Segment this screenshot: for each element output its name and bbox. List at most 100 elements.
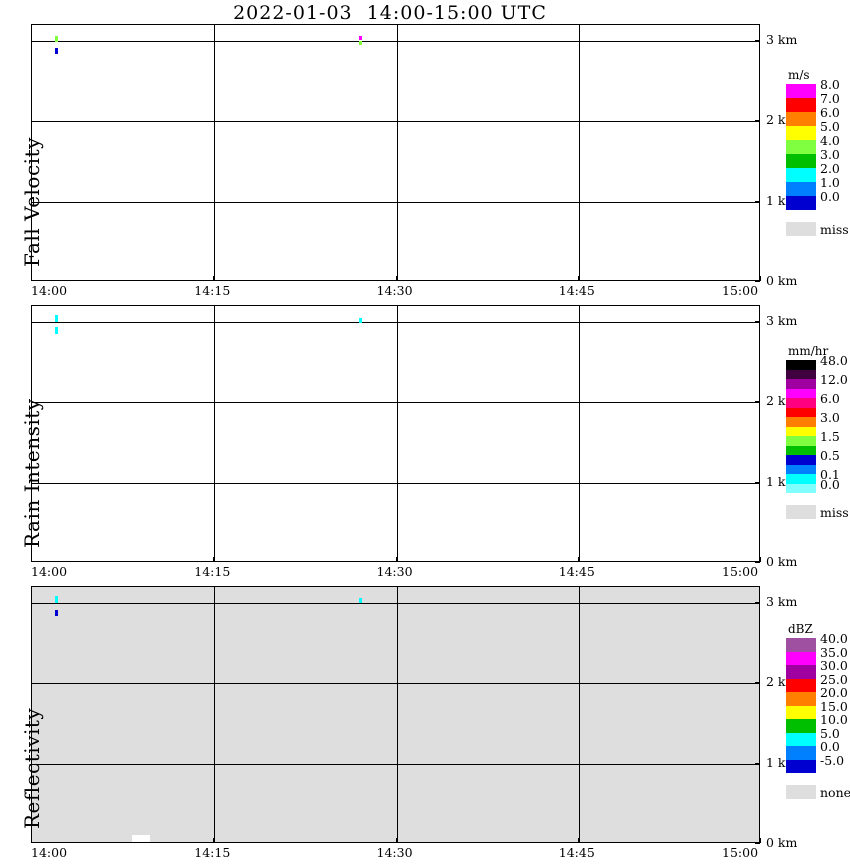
colorbar-tick-label: 0.0	[820, 189, 840, 204]
x-axis-label: 14:30	[376, 283, 413, 298]
colorbar-missing-swatch	[786, 505, 816, 519]
x-axis-label: 14:15	[194, 845, 231, 860]
plot-area[interactable]	[31, 305, 760, 562]
y-axis-label: 3 km	[766, 313, 798, 329]
x-axis-label: 14:30	[376, 564, 413, 579]
data-mark	[54, 36, 58, 43]
gridline-vertical-1415	[214, 306, 216, 561]
colorbar-tick-label: 4.0	[820, 133, 840, 148]
y-axis-label: 3 km	[766, 594, 798, 610]
x-tick	[760, 838, 761, 843]
gridline-horizontal-1km	[32, 763, 759, 765]
colorbar-band	[786, 759, 816, 773]
y-tick	[755, 120, 760, 122]
y-axis-label: 0 km	[766, 554, 798, 569]
y-axis-label: 0 km	[766, 835, 798, 850]
data-mark	[358, 598, 362, 604]
colorbar-band	[786, 417, 816, 427]
colorbar-tick-label: 30.0	[820, 658, 848, 673]
y-tick	[755, 602, 760, 604]
colorbar-tick-label: 35.0	[820, 644, 848, 660]
colorbar-unit-label: mm/hr	[788, 344, 829, 358]
x-axis-label: 14:15	[194, 283, 231, 298]
x-axis-label: 14:15	[194, 564, 231, 579]
x-axis-label: 14:45	[558, 283, 595, 298]
colorbar-band	[786, 398, 816, 408]
colorbar-gradient-strip	[786, 84, 816, 210]
colorbar-tick-label: 0.0	[820, 476, 840, 492]
colorbar-unit-label: dBZ	[788, 622, 813, 636]
gridline-horizontal-2km	[32, 402, 759, 404]
y-axis-label: 3 km	[766, 32, 798, 48]
colorbar-tick-label: 20.0	[820, 685, 848, 700]
plot-area[interactable]	[31, 24, 760, 281]
data-mark	[54, 609, 58, 616]
colorbar-tick-label: 3.0	[820, 147, 840, 162]
colorbar-band	[786, 126, 816, 140]
x-tick	[395, 838, 397, 843]
colorbar-band	[786, 407, 816, 417]
y-axis-label: 0 km	[766, 273, 798, 288]
x-tick	[577, 838, 579, 843]
colorbar-tick-label: 1.5	[820, 429, 840, 444]
colorbar-missing-label: miss	[820, 222, 849, 237]
colorbar-band	[786, 483, 816, 493]
gridline-horizontal-3km	[32, 322, 759, 324]
panel-title: Reflectivity	[20, 707, 44, 829]
colorbar-band	[786, 665, 816, 679]
colorbar-band	[786, 182, 816, 196]
colorbar-tick-label: 12.0	[820, 372, 848, 387]
colorbar-missing-label: none	[820, 785, 850, 800]
colorbar-band	[786, 379, 816, 389]
x-axis-label: 14:30	[376, 845, 413, 860]
colorbar-gradient-strip	[786, 360, 816, 493]
panel-rain-intensity: 3 km 2 km 1 km 0 km 14:00 14:15 14:30 14:45 15:0…	[20, 305, 797, 579]
x-tick	[213, 838, 215, 843]
gridline-horizontal-1km	[32, 201, 759, 203]
gridline-vertical-1415	[214, 587, 216, 842]
colorbar-tick-label: 7.0	[820, 91, 840, 106]
data-mark	[358, 317, 362, 323]
x-tick	[31, 276, 32, 281]
y-tick	[755, 562, 760, 563]
gridline-horizontal-2km	[32, 121, 759, 123]
x-tick	[213, 276, 215, 281]
colorbar-unit-label: m/s	[788, 68, 810, 82]
x-axis-label: 15:00	[722, 845, 759, 860]
y-tick	[755, 762, 760, 764]
x-axis-label: 14:00	[31, 564, 68, 579]
colorbar-band	[786, 464, 816, 474]
colorbar-band	[786, 445, 816, 455]
gridline-horizontal-1km	[32, 482, 759, 484]
data-mark	[132, 834, 151, 842]
panel-title: Fall Velocity	[20, 137, 44, 267]
colorbar-band	[786, 426, 816, 436]
x-tick	[31, 838, 32, 843]
colorbar-missing-label: miss	[820, 505, 849, 520]
colorbar-band	[786, 168, 816, 182]
gridline-horizontal-2km	[32, 683, 759, 685]
colorbar-band	[786, 98, 816, 112]
colorbar-band	[786, 196, 816, 210]
colorbar-band	[786, 112, 816, 126]
y-tick	[755, 682, 760, 684]
plot-area[interactable]	[31, 586, 760, 843]
x-tick	[760, 557, 761, 562]
x-axis-label: 14:45	[558, 845, 595, 860]
gridline-vertical-1445	[578, 25, 580, 280]
data-mark	[54, 315, 58, 323]
colorbar-tick-label: 10.0	[820, 712, 848, 727]
colorbar-band	[786, 455, 816, 465]
panel-title: Rain Intensity	[20, 398, 44, 548]
colorbar-gradient-strip	[786, 638, 816, 773]
gridline-vertical-1430	[396, 25, 398, 280]
colorbar-band	[786, 388, 816, 398]
x-axis-label: 14:00	[31, 283, 68, 298]
x-tick	[395, 276, 397, 281]
colorbar-band	[786, 84, 816, 98]
gridline-horizontal-3km	[32, 41, 759, 43]
data-mark	[54, 596, 58, 604]
colorbar-tick-label: 15.0	[820, 698, 848, 714]
colorbar-tick-label: 25.0	[820, 671, 848, 687]
data-mark	[358, 35, 362, 40]
